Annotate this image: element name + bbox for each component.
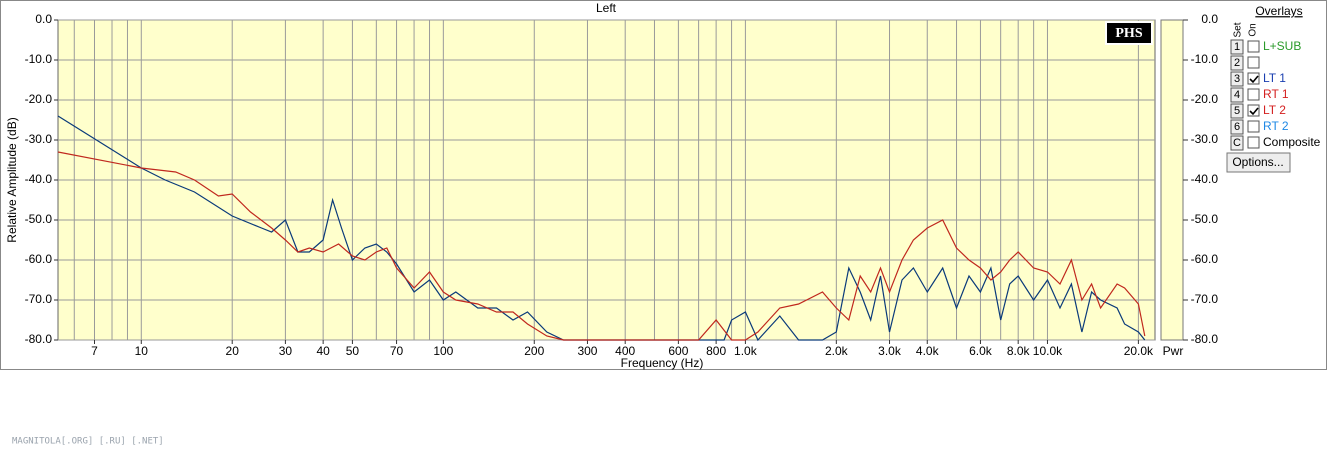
x-axis-label: Frequency (Hz) xyxy=(621,356,704,370)
overlay-label: RT 1 xyxy=(1263,87,1289,101)
x-tick-label: 20.0k xyxy=(1124,344,1154,358)
x-tick-label: 20 xyxy=(226,344,240,358)
y2-tick-label: -70.0 xyxy=(1191,292,1219,306)
check-mark xyxy=(1249,75,1259,84)
x-tick-label: 10 xyxy=(135,344,149,358)
y-tick-label: -40.0 xyxy=(25,172,53,186)
y2-tick-label: -50.0 xyxy=(1191,212,1219,226)
y2-tick-label: 0.0 xyxy=(1201,12,1218,26)
x-tick-label: 4.0k xyxy=(916,344,940,358)
overlay-label: LT 1 xyxy=(1263,71,1286,85)
checkbox[interactable] xyxy=(1247,56,1260,69)
y-tick-label: -30.0 xyxy=(25,132,53,146)
x-tick-label: 40 xyxy=(316,344,330,358)
overlay-label: RT 2 xyxy=(1263,119,1289,133)
x-tick-label: 1.0k xyxy=(734,344,758,358)
set-button[interactable] xyxy=(1230,119,1244,135)
x-tick-label: 10.0k xyxy=(1033,344,1063,358)
set-button[interactable] xyxy=(1230,71,1244,87)
set-button-label[interactable]: 6 xyxy=(1234,121,1240,133)
x-tick-label: 7 xyxy=(91,344,98,358)
power-label: Pwr xyxy=(1163,344,1184,358)
options-button-label[interactable]: Options... xyxy=(1232,155,1283,169)
x-tick-label: 100 xyxy=(433,344,453,358)
power-strip xyxy=(1160,19,1184,341)
y2-tick-label: -80.0 xyxy=(1191,332,1219,346)
checkbox[interactable] xyxy=(1247,136,1260,149)
x-tick-label: 6.0k xyxy=(969,344,993,358)
checkbox[interactable] xyxy=(1247,40,1260,53)
x-tick-label: 50 xyxy=(346,344,360,358)
y-tick-label: -10.0 xyxy=(25,52,53,66)
y-tick-label: -20.0 xyxy=(25,92,53,106)
badge: PHS xyxy=(1115,26,1142,41)
x-tick-label: 8.0k xyxy=(1007,344,1031,358)
y-axis-label: Relative Amplitude (dB) xyxy=(5,117,19,242)
series-line xyxy=(57,115,1146,342)
x-tick-label: 2.0k xyxy=(825,344,849,358)
checkbox[interactable] xyxy=(1247,120,1260,133)
set-button[interactable] xyxy=(1230,87,1244,103)
check-mark xyxy=(1249,107,1259,116)
y2-tick-label: -40.0 xyxy=(1191,172,1219,186)
checkbox[interactable] xyxy=(1247,88,1260,101)
y-tick-label: -50.0 xyxy=(25,212,53,226)
y2-tick-label: -30.0 xyxy=(1191,132,1219,146)
x-tick-label: 600 xyxy=(668,344,688,358)
y-tick-label: -80.0 xyxy=(25,332,53,346)
overlays-panel: Overlays Set On 1 L+SUB 2 3 LT 1 4 RT 1 5 LT 2 6 RT 2… xyxy=(1226,4,1321,173)
overlay-label: L+SUB xyxy=(1263,39,1301,53)
set-button[interactable] xyxy=(1230,103,1244,119)
overlays-title: Overlays xyxy=(1255,4,1302,18)
x-tick-label: 30 xyxy=(279,344,293,358)
set-button-label[interactable]: 4 xyxy=(1234,89,1240,101)
overlay-label: LT 2 xyxy=(1263,103,1286,117)
y2-tick-label: -10.0 xyxy=(1191,52,1219,66)
y2-tick-label: -20.0 xyxy=(1191,92,1219,106)
overlay-label: Composite xyxy=(1263,135,1321,149)
set-button-label[interactable]: 2 xyxy=(1234,57,1240,69)
watermark: MAGNITOLA[.ORG] [.RU] [.NET] xyxy=(12,437,164,447)
set-button-label[interactable]: 1 xyxy=(1234,41,1240,53)
badge-box xyxy=(1105,21,1153,45)
checkbox[interactable] xyxy=(1247,72,1260,85)
x-tick-label: 800 xyxy=(706,344,726,358)
x-tick-label: 300 xyxy=(577,344,597,358)
set-button[interactable] xyxy=(1230,55,1244,71)
y2-tick-label: -60.0 xyxy=(1191,252,1219,266)
checkbox[interactable] xyxy=(1247,104,1260,117)
x-tick-label: 400 xyxy=(615,344,635,358)
x-tick-label: 200 xyxy=(524,344,544,358)
x-tick-label: 70 xyxy=(390,344,404,358)
options-button[interactable] xyxy=(1226,152,1291,173)
y-tick-label: 0.0 xyxy=(35,12,52,26)
set-button[interactable] xyxy=(1230,39,1244,55)
set-header: Set xyxy=(1233,22,1244,37)
chart-title: Left xyxy=(596,1,617,15)
y-tick-label: -70.0 xyxy=(25,292,53,306)
series-line xyxy=(57,151,1146,341)
set-button-label[interactable]: C xyxy=(1233,137,1241,149)
on-header: On xyxy=(1248,23,1259,36)
x-tick-label: 3.0k xyxy=(878,344,902,358)
set-button-label[interactable]: 3 xyxy=(1234,73,1240,85)
set-button-label[interactable]: 5 xyxy=(1234,105,1240,117)
y-tick-label: -60.0 xyxy=(25,252,53,266)
set-button[interactable] xyxy=(1230,135,1244,151)
plot: 0.0 -10.0 -20.0 -30.0 -40.0 -50.0 -60.0 -70.0 -8… xyxy=(25,12,1219,358)
